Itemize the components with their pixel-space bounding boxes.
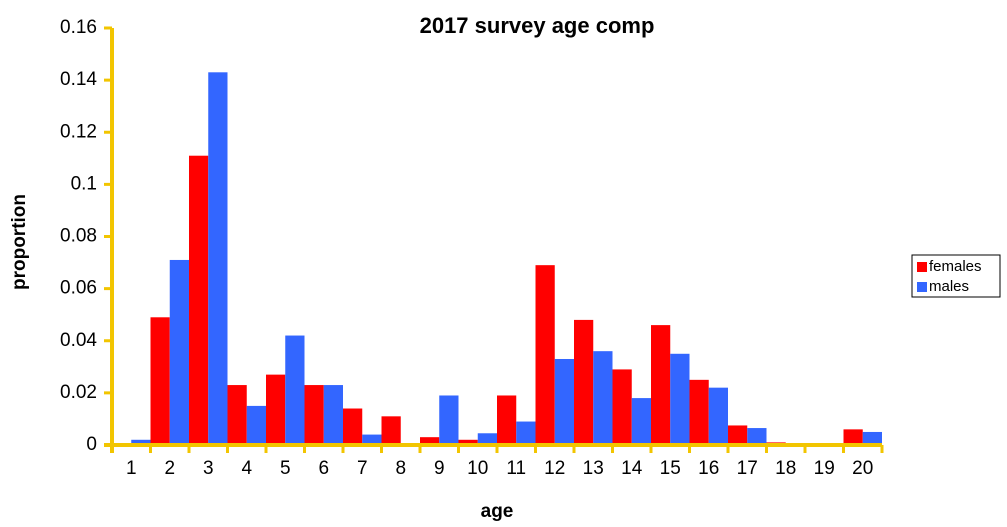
bar (227, 385, 247, 445)
x-tick-label: 5 (280, 458, 291, 479)
bar (728, 425, 748, 445)
y-tick-label: 0.08 (60, 226, 97, 247)
chart-title: 2017 survey age comp (420, 13, 655, 38)
legend-label: males (929, 278, 969, 295)
x-tick-label: 4 (241, 458, 252, 479)
x-tick-label: 16 (698, 458, 719, 479)
y-tick-label: 0.04 (60, 330, 97, 351)
bar (458, 439, 478, 445)
bar (169, 259, 189, 445)
x-tick-label: 14 (621, 458, 643, 479)
x-tick-label: 7 (357, 458, 368, 479)
bar (747, 428, 767, 445)
bar (189, 155, 209, 446)
bar (612, 369, 632, 445)
bar (285, 335, 305, 445)
y-tick-label: 0.12 (60, 121, 97, 142)
y-tick-label: 0.06 (60, 278, 97, 299)
y-tick-label: 0 (86, 434, 97, 455)
bar (574, 319, 594, 445)
x-tick-label: 2 (164, 458, 175, 479)
y-tick-label: 0.02 (60, 382, 97, 403)
bar (362, 434, 382, 445)
bar (535, 265, 555, 445)
bar (150, 317, 170, 445)
bar (208, 72, 228, 446)
bar (631, 398, 651, 445)
x-tick-label: 6 (318, 458, 329, 479)
bar (131, 439, 151, 445)
x-tick-label: 12 (544, 458, 565, 479)
x-tick-label: 18 (775, 458, 796, 479)
bar (843, 429, 863, 445)
x-tick-label: 3 (203, 458, 214, 479)
legend-swatch (917, 262, 927, 272)
bar (246, 405, 266, 445)
x-tick-label: 10 (467, 458, 488, 479)
bar (477, 433, 497, 445)
legend-swatch (917, 282, 927, 292)
y-tick-label: 0.16 (60, 17, 97, 38)
x-tick-label: 13 (583, 458, 604, 479)
bar (516, 421, 536, 445)
bar (670, 353, 690, 445)
y-tick-label: 0.1 (71, 173, 97, 194)
bar (651, 325, 671, 445)
bar (304, 385, 324, 445)
bar (266, 374, 286, 445)
legend-label: females (929, 258, 982, 275)
x-tick-label: 1 (126, 458, 137, 479)
x-tick-label: 20 (852, 458, 873, 479)
x-tick-label: 19 (814, 458, 835, 479)
bar (343, 408, 363, 445)
x-axis-title: age (481, 501, 514, 522)
bar (420, 437, 440, 445)
bar (708, 387, 728, 445)
bar (381, 416, 401, 445)
bar (439, 395, 459, 445)
bar (497, 395, 517, 445)
x-tick-label: 11 (506, 458, 526, 479)
bar (323, 385, 343, 445)
y-axis-title: proportion (9, 194, 30, 290)
x-tick-label: 17 (737, 458, 758, 479)
bar (593, 351, 613, 445)
x-tick-label: 15 (660, 458, 681, 479)
bar (554, 358, 574, 445)
bar (862, 431, 882, 445)
y-tick-label: 0.14 (60, 69, 97, 90)
x-tick-label: 8 (395, 458, 406, 479)
bar (689, 379, 709, 445)
x-tick-label: 9 (434, 458, 445, 479)
